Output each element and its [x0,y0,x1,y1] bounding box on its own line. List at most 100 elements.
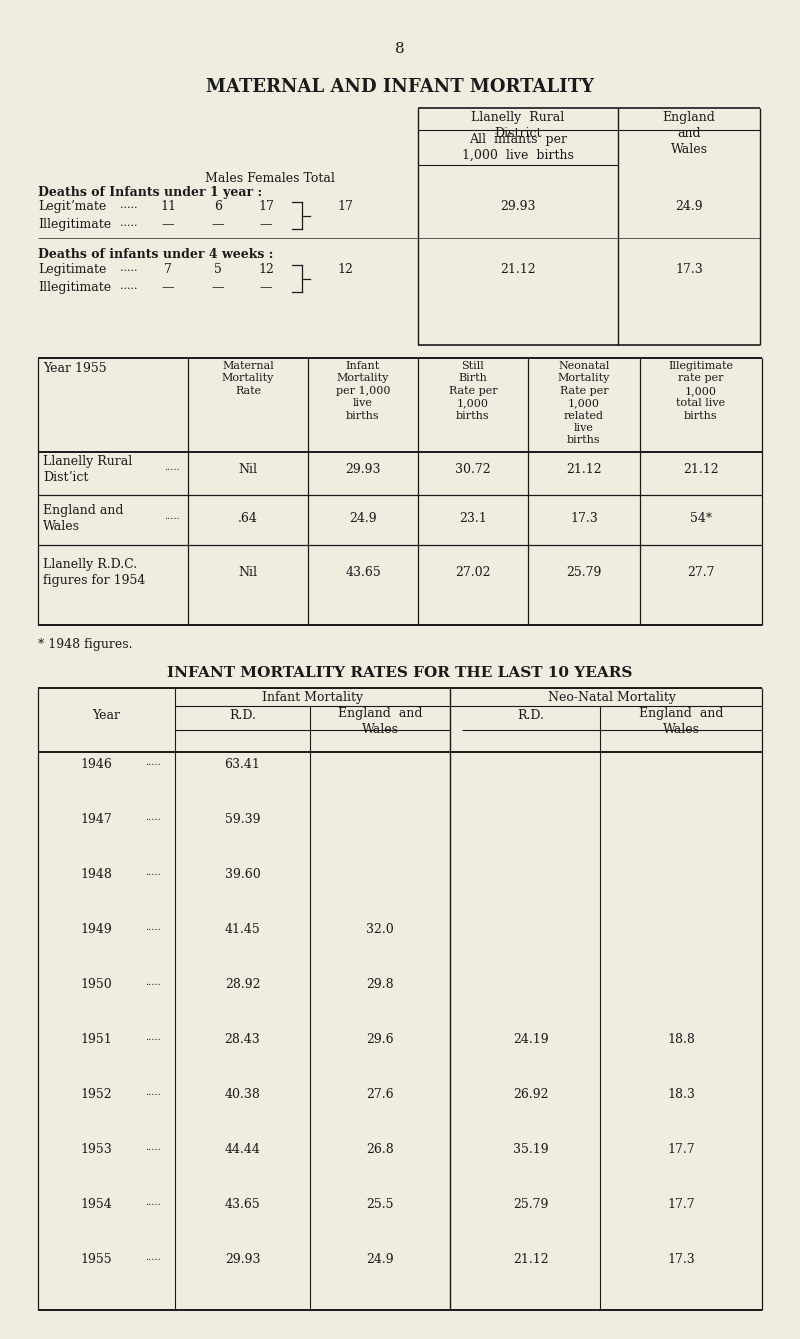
Text: 1949: 1949 [81,923,112,936]
Text: .....: ..... [145,1198,161,1206]
Text: .....: ..... [145,868,161,877]
Text: 24.19: 24.19 [513,1032,549,1046]
Text: Neonatal
Mortality
Rate per
1,000
related
live
births: Neonatal Mortality Rate per 1,000 relate… [558,362,610,446]
Text: 1955: 1955 [81,1253,112,1265]
Text: 17: 17 [258,200,274,213]
Text: .64: .64 [238,511,258,525]
Text: —: — [162,281,174,295]
Text: .....: ..... [145,1144,161,1152]
Text: 28.92: 28.92 [225,977,260,991]
Text: —: — [212,218,224,232]
Text: 29.6: 29.6 [366,1032,394,1046]
Text: .....: ..... [120,281,138,291]
Text: Infant
Mortality
per 1,000
live
births: Infant Mortality per 1,000 live births [336,362,390,420]
Text: Year: Year [93,708,121,722]
Text: Llanelly  Rural
District: Llanelly Rural District [471,111,565,141]
Text: 54*: 54* [690,511,712,525]
Text: 26.8: 26.8 [366,1144,394,1156]
Text: 24.9: 24.9 [366,1253,394,1265]
Text: —: — [212,281,224,295]
Text: 17.7: 17.7 [667,1198,695,1210]
Text: 41.45: 41.45 [225,923,260,936]
Text: .....: ..... [164,511,180,521]
Text: Legitʼmate: Legitʼmate [38,200,106,213]
Text: .....: ..... [145,758,161,767]
Text: 23.1: 23.1 [459,511,487,525]
Text: England and
Wales: England and Wales [43,503,123,533]
Text: Still
Birth
Rate per
1,000
births: Still Birth Rate per 1,000 births [449,362,498,420]
Text: .....: ..... [145,1032,161,1042]
Text: 25.79: 25.79 [566,566,602,578]
Text: 63.41: 63.41 [225,758,261,771]
Text: * 1948 figures.: * 1948 figures. [38,637,133,651]
Text: 21.12: 21.12 [513,1253,549,1265]
Text: Neo-Natal Mortality: Neo-Natal Mortality [548,691,676,704]
Text: England
and
Wales: England and Wales [662,111,715,157]
Text: Nil: Nil [238,463,258,475]
Text: 18.8: 18.8 [667,1032,695,1046]
Text: R.D.: R.D. [229,708,256,722]
Text: 5: 5 [214,262,222,276]
Text: —: — [260,218,272,232]
Text: 1946: 1946 [81,758,113,771]
Text: 17.3: 17.3 [667,1253,695,1265]
Text: MATERNAL AND INFANT MORTALITY: MATERNAL AND INFANT MORTALITY [206,78,594,96]
Text: Illegitimate
rate per
1,000
total live
births: Illegitimate rate per 1,000 total live b… [669,362,734,420]
Text: 24.9: 24.9 [675,200,703,213]
Text: 29.93: 29.93 [225,1253,260,1265]
Text: INFANT MORTALITY RATES FOR THE LAST 10 YEARS: INFANT MORTALITY RATES FOR THE LAST 10 Y… [167,665,633,680]
Text: 44.44: 44.44 [225,1144,261,1156]
Text: 1952: 1952 [81,1089,112,1101]
Text: Deaths of Infants under 1 year :: Deaths of Infants under 1 year : [38,186,262,200]
Text: Year 1955: Year 1955 [43,362,106,375]
Text: 43.65: 43.65 [225,1198,260,1210]
Text: England  and
Wales: England and Wales [638,707,723,736]
Text: 35.19: 35.19 [513,1144,549,1156]
Text: 1953: 1953 [81,1144,112,1156]
Text: —: — [162,218,174,232]
Text: .....: ..... [120,218,138,228]
Text: 7: 7 [164,262,172,276]
Text: .....: ..... [120,262,138,273]
Text: 12: 12 [258,262,274,276]
Text: 18.3: 18.3 [667,1089,695,1101]
Text: 30.72: 30.72 [455,463,491,475]
Text: England  and
Wales: England and Wales [338,707,422,736]
Text: Llanelly Rural
Distʼict: Llanelly Rural Distʼict [43,455,132,483]
Text: Infant Mortality: Infant Mortality [262,691,363,704]
Text: 1951: 1951 [81,1032,112,1046]
Text: 21.12: 21.12 [683,463,719,475]
Text: 26.92: 26.92 [514,1089,549,1101]
Text: 27.7: 27.7 [687,566,714,578]
Text: 28.43: 28.43 [225,1032,260,1046]
Text: 25.5: 25.5 [366,1198,394,1210]
Text: 12: 12 [337,262,353,276]
Text: —: — [260,281,272,295]
Text: R.D.: R.D. [518,708,545,722]
Text: Illegitimate: Illegitimate [38,281,111,295]
Text: Nil: Nil [238,566,258,578]
Text: 1948: 1948 [81,868,113,881]
Text: 25.79: 25.79 [514,1198,549,1210]
Text: .....: ..... [145,1089,161,1097]
Text: 8: 8 [395,42,405,56]
Text: 29.93: 29.93 [500,200,536,213]
Text: 6: 6 [214,200,222,213]
Text: 39.60: 39.60 [225,868,260,881]
Text: 17: 17 [337,200,353,213]
Text: 43.65: 43.65 [345,566,381,578]
Text: 24.9: 24.9 [349,511,377,525]
Text: .....: ..... [164,463,180,473]
Text: 1950: 1950 [81,977,112,991]
Text: All  infants  per
1,000  live  births: All infants per 1,000 live births [462,133,574,162]
Text: 29.8: 29.8 [366,977,394,991]
Text: 17.3: 17.3 [675,262,703,276]
Text: Illegitimate: Illegitimate [38,218,111,232]
Text: 11: 11 [160,200,176,213]
Text: 40.38: 40.38 [225,1089,261,1101]
Text: Deaths of infants under 4 weeks :: Deaths of infants under 4 weeks : [38,248,274,261]
Text: 17.7: 17.7 [667,1144,695,1156]
Text: 1947: 1947 [81,813,112,826]
Text: 27.6: 27.6 [366,1089,394,1101]
Text: 1954: 1954 [81,1198,112,1210]
